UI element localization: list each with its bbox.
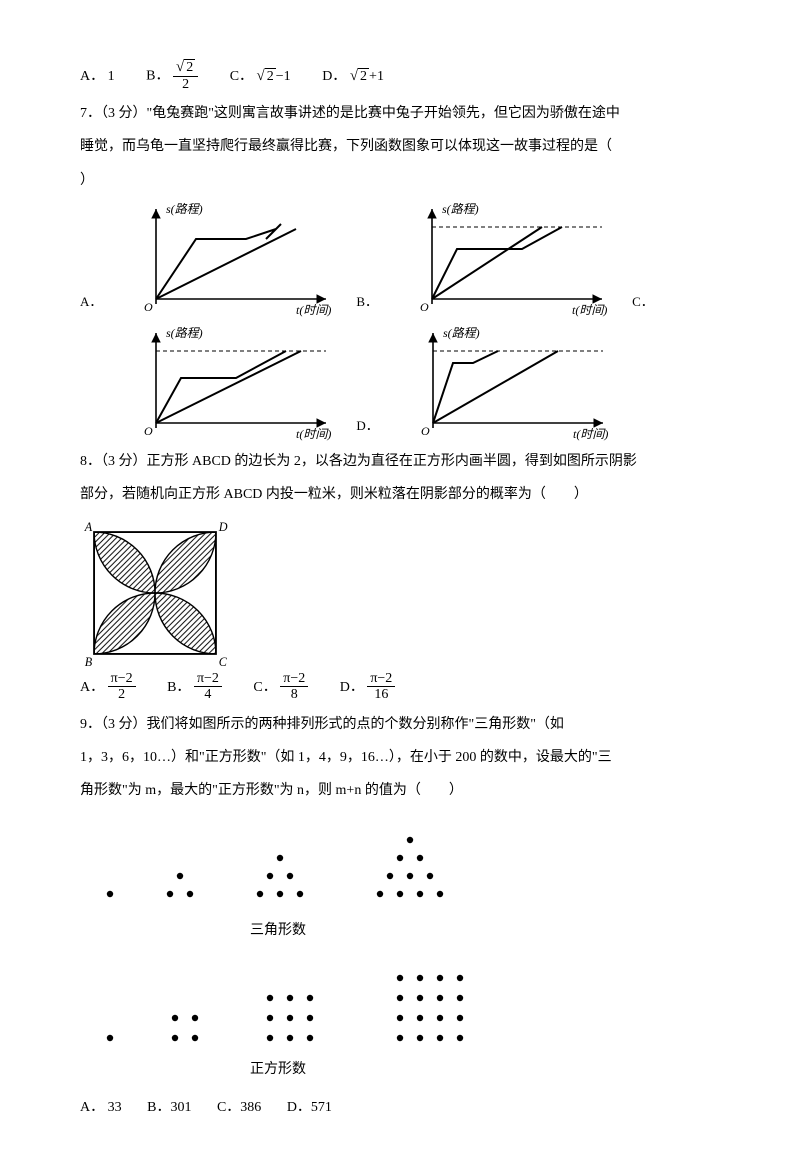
q9-options: A． 33 B．301 C．386 D．571 [80,1093,720,1122]
q7-row2: A． s(路程) t(时间) O D． s(路程) t(时间) O [80,323,720,443]
q8-options: A． π−22 B． π−24 C． π−28 D． π−216 [80,672,720,704]
svg-text:t(时间): t(时间) [572,303,607,317]
q6-d-label: D． [322,69,346,84]
q9-triangle-fig: 三角形数 [80,814,720,945]
q8-opt-a: A． π−22 [80,672,136,704]
svg-text:s(路程): s(路程) [442,202,479,216]
q9-square-fig: 正方形数 [80,953,720,1084]
svg-text:t(时间): t(时间) [573,427,608,441]
q6-opt-c: C． 2−1 [230,61,291,93]
q9-opt-b: B．301 [147,1093,191,1122]
svg-text:A: A [84,520,93,534]
q9-opt-a: A． 33 [80,1093,122,1122]
q6-options: A． 1 B． 2 2 C． 2−1 D． 2+1 [80,60,720,93]
q8-opt-b: B． π−24 [167,672,222,704]
svg-text:O: O [144,424,153,438]
q7-graph-b: s(路程) t(时间) O [402,199,622,319]
q8-figure: A D B C [80,518,230,668]
svg-text:O: O [421,424,430,438]
q7-line1: 7．（3 分）"龟兔赛跑"这则寓言故事讲述的是比赛中兔子开始领先，但它因为骄傲在… [80,99,720,128]
q6-a-label: A． [80,69,104,84]
q9-opt-c: C．386 [217,1093,261,1122]
q6-opt-b: B． 2 2 [146,60,198,93]
svg-text:O: O [420,300,429,314]
svg-text:s(路程): s(路程) [166,326,203,340]
q7-line3: ） [80,166,720,195]
q9-line1: 9．（3 分）我们将如图所示的两种排列形式的点的个数分别称作"三角形数"（如 [80,710,720,739]
svg-text:t(时间): t(时间) [296,427,331,441]
q6-b-den: 2 [173,77,198,92]
q7-a-label: A． [80,288,102,315]
q7-b-label: B． [356,288,378,315]
svg-text:B: B [85,655,93,668]
q7-graph-c: s(路程) t(时间) O [126,323,346,443]
q7-graph-a: s(路程) t(时间) O [126,199,346,319]
q6-a-val: 1 [108,69,115,84]
q6-opt-a: A． 1 [80,62,115,91]
q8-opt-c: C． π−28 [253,672,308,704]
q9-line3: 角形数"为 m，最大的"正方形数"为 n，则 m+n 的值为（ ） [80,776,720,805]
q6-c-label: C． [230,69,253,84]
q9-opt-d: D．571 [287,1093,332,1122]
svg-text:O: O [144,300,153,314]
q8-line1: 8．（3 分）正方形 ABCD 的边长为 2，以各边为直径在正方形内画半圆，得到… [80,447,720,476]
q6-b-frac: 2 2 [173,59,198,92]
q8-opt-d: D． π−216 [340,672,396,704]
q9-tri-caption: 三角形数 [80,916,720,945]
q9-sq-caption: 正方形数 [80,1055,720,1084]
q9-line2: 1，3，6，10…）和"正方形数"（如 1，4，9，16…），在小于 200 的… [80,743,720,772]
q6-b-label: B． [146,69,169,84]
q7-d-label: D． [356,412,378,439]
svg-text:s(路程): s(路程) [443,326,480,340]
svg-text:D: D [218,520,228,534]
svg-text:t(时间): t(时间) [296,303,331,317]
q7-line2: 睡觉，而乌龟一直坚持爬行最终赢得比赛，下列函数图象可以体现这一故事过程的是（ [80,132,720,161]
q7-row1: A． s(路程) t(时间) O B． [80,199,720,319]
svg-text:s(路程): s(路程) [166,202,203,216]
q6-opt-d: D． 2+1 [322,61,384,93]
q7-graph-d: s(路程) t(时间) O [403,323,623,443]
q8-line2: 部分，若随机向正方形 ABCD 内投一粒米，则米粒落在阴影部分的概率为（ ） [80,480,720,509]
page: A． 1 B． 2 2 C． 2−1 D． 2+1 7．（3 分）"龟兔赛跑"这… [0,0,800,1162]
svg-text:C: C [219,655,228,668]
q7-c-label: C． [632,288,654,315]
